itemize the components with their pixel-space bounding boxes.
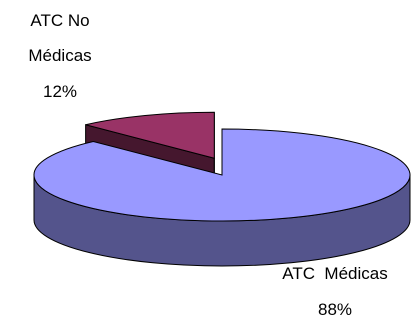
slice-label-no-medicas-line-1: ATC No [30, 11, 89, 30]
slice-label-medicas-line-1: ATC Médicas [282, 264, 388, 283]
slice-label-no-medicas-pct: 12% [43, 82, 77, 101]
pie-slice-top-0 [85, 111, 215, 159]
pie-slice-top-1 [33, 128, 411, 222]
slice-label-no-medicas-line-2: Médicas [28, 46, 91, 65]
pie-tops [33, 111, 411, 222]
pie-labels: ATC No Médicas 12% ATC Médicas 88% [28, 11, 387, 319]
slice-label-medicas-pct: 88% [318, 300, 352, 319]
